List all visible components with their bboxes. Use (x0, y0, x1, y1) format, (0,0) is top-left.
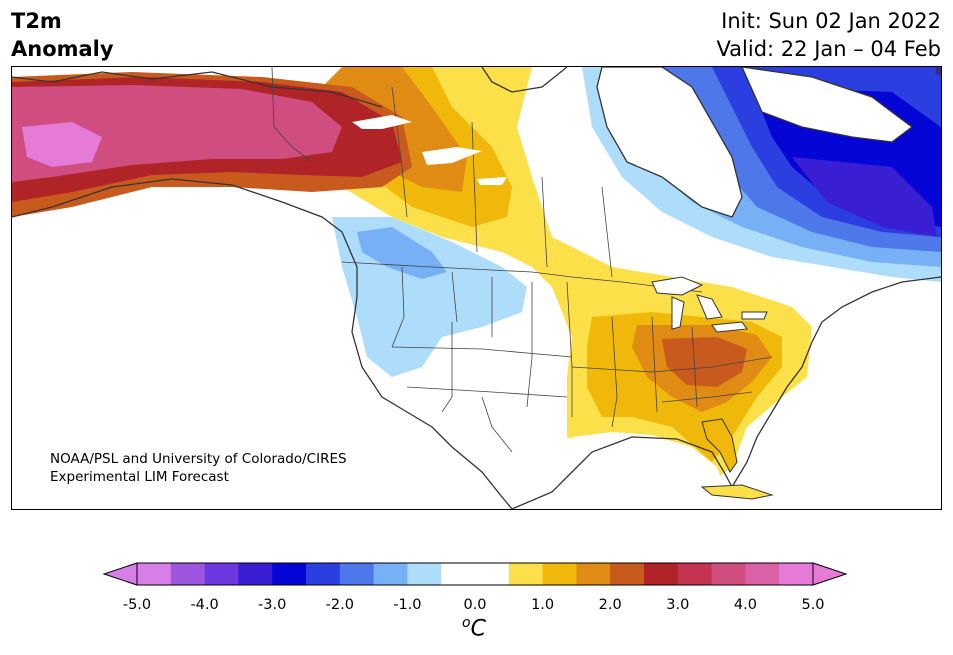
colorbar-swatch (441, 563, 476, 585)
colorbar-tick-label: 4.0 (733, 597, 757, 613)
lake-athabasca (477, 177, 507, 185)
colorbar-swatch (542, 563, 577, 585)
variable-title-line1: T2m (11, 9, 62, 33)
colorbar-swatch (508, 563, 544, 585)
colorbar-tick-label: -3.0 (258, 597, 287, 613)
colorbar-swatch (677, 563, 713, 585)
great-lakes (651, 276, 768, 333)
colorbar-over-arrow (812, 562, 848, 586)
colorbar-swatch (137, 563, 172, 585)
anomaly-map: NOAA/PSL and University of Colorado/CIRE… (11, 66, 942, 510)
colorbar-tick-label: 1.0 (531, 597, 555, 613)
variable-title-line2: Anomaly (11, 37, 114, 61)
gulf-of-mexico (492, 432, 732, 509)
colorbar-swatch (238, 563, 273, 585)
colorbar-unit: oC (462, 615, 486, 641)
alaska-warm-rose (12, 85, 342, 182)
unit-degree-sup: o (462, 615, 471, 631)
great-bear-lake (352, 115, 412, 129)
colorbar-swatch (306, 563, 341, 585)
great-slave-lake (422, 147, 482, 165)
colorbar-tick-label: -5.0 (122, 597, 152, 613)
variable-title: T2m Anomaly (11, 7, 114, 63)
colorbar-swatch (610, 563, 645, 585)
cool-anomaly-labrador (792, 157, 937, 237)
coastlines (12, 67, 941, 509)
florida (701, 418, 738, 473)
alaska-warm-pink (22, 122, 102, 167)
colorbar-swatch (339, 563, 375, 585)
forecast-dates: Init: Sun 02 Jan 2022 Valid: 22 Jan – 04… (716, 7, 941, 63)
init-date: Init: Sun 02 Jan 2022 (721, 9, 941, 33)
cuba (700, 484, 774, 500)
colorbar-swatch (475, 563, 510, 585)
colorbar-swatch (407, 563, 442, 585)
colorbar-tick-label: -4.0 (190, 597, 219, 613)
colorbar-swatch (644, 563, 679, 585)
colorbar-tick-label: 3.0 (666, 597, 690, 613)
colorbar-tick-label: 2.0 (598, 597, 622, 613)
colorbar-tick-label: 5.0 (801, 597, 825, 613)
colorbar-under-arrow (102, 562, 138, 586)
colorbar-tick-label: -2.0 (325, 597, 354, 613)
colorbar-border (136, 562, 814, 586)
warm-anomaly-region-core (662, 337, 747, 387)
cool-anomaly-northwest-core (357, 227, 447, 279)
colorbar-tick-label: -1.0 (393, 597, 422, 613)
greenland-edge (935, 67, 941, 76)
colorbar-swatch (576, 563, 611, 585)
colorbar-swatch (373, 563, 408, 585)
credit-line1: NOAA/PSL and University of Colorado/CIRE… (50, 451, 347, 467)
valid-period: Valid: 22 Jan – 04 Feb (716, 37, 941, 61)
credit-text: NOAA/PSL and University of Colorado/CIRE… (50, 450, 347, 486)
colorbar-swatch (204, 563, 239, 585)
hudson-bay (596, 67, 743, 218)
colorbar (102, 562, 848, 586)
map-canvas (12, 67, 941, 509)
credit-line2: Experimental LIM Forecast (50, 469, 229, 485)
hudson-bay-north (741, 67, 914, 143)
colorbar-swatch (170, 563, 206, 585)
colorbar-swatch (711, 563, 746, 585)
colorbar-swatch (745, 563, 780, 585)
colorbar-swatch (779, 563, 814, 585)
colorbar-swatch (272, 563, 307, 585)
unit-base: C (470, 616, 486, 642)
colorbar-tick-label: 0.0 (463, 597, 487, 613)
